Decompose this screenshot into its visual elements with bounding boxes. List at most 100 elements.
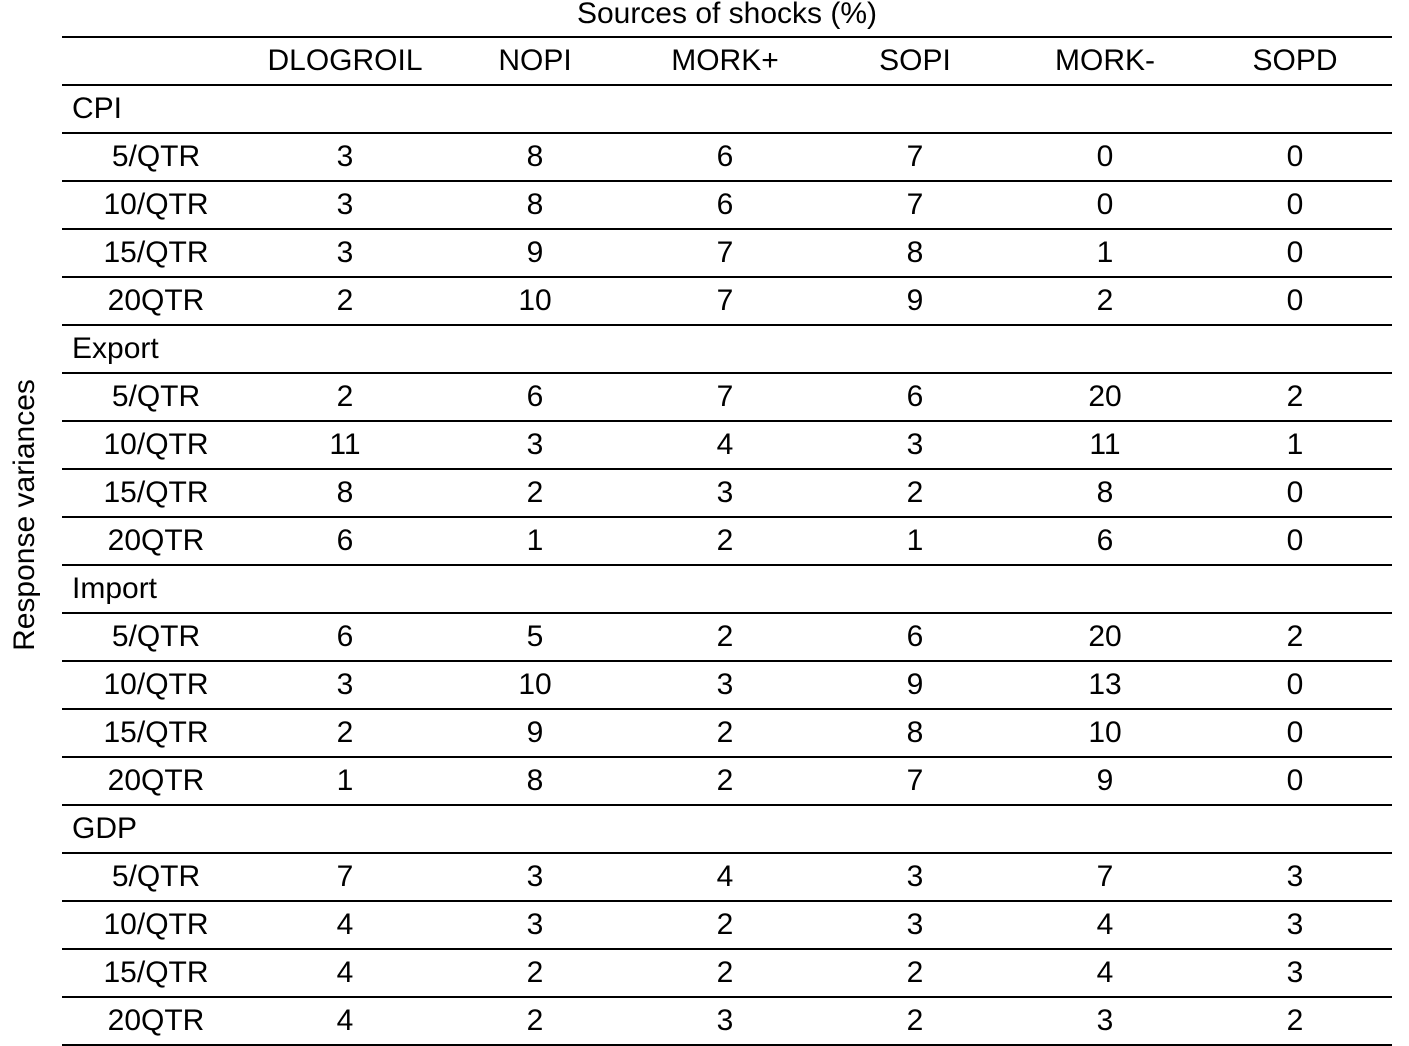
value-cell: 0: [1286, 236, 1304, 269]
value-cell: 3: [526, 428, 544, 461]
table-row: 10/QTR 3 10 3 9 13 0: [62, 662, 1392, 710]
value-cell: 13: [1088, 668, 1122, 701]
horizon-label: 20QTR: [107, 764, 205, 797]
value-cell: 6: [716, 188, 734, 221]
value-cell: 3: [336, 140, 354, 173]
value-cell: 0: [1286, 716, 1304, 749]
value-cell: 3: [336, 236, 354, 269]
value-cell: 2: [1286, 620, 1304, 653]
value-cell: 6: [906, 380, 924, 413]
variance-decomposition-table: DLOGROIL NOPI MORK+ SOPI MORK- SOPD CPI 5/QTR 3 8…: [62, 36, 1392, 1046]
horizon-label: 15/QTR: [103, 956, 209, 989]
value-cell: 7: [716, 236, 734, 269]
column-header: MORK-: [1055, 44, 1155, 77]
value-cell: 2: [906, 956, 924, 989]
value-cell: 3: [336, 668, 354, 701]
value-cell: 8: [526, 764, 544, 797]
value-cell: 1: [526, 524, 544, 557]
value-cell: 2: [1096, 284, 1114, 317]
value-cell: 6: [716, 140, 734, 173]
table-row: 15/QTR 4 2 2 2 4 3: [62, 950, 1392, 998]
horizon-label: 15/QTR: [103, 236, 209, 269]
table-row: 20QTR 1 8 2 7 9 0: [62, 758, 1392, 806]
value-cell: 8: [336, 476, 354, 509]
value-cell: 1: [1096, 236, 1114, 269]
value-cell: 4: [1096, 908, 1114, 941]
value-cell: 7: [906, 140, 924, 173]
value-cell: 9: [906, 668, 924, 701]
horizon-label: 10/QTR: [103, 428, 209, 461]
value-cell: 2: [526, 956, 544, 989]
value-cell: 2: [716, 764, 734, 797]
group-label: Import: [72, 572, 158, 605]
value-cell: 10: [1088, 716, 1122, 749]
table-row: 20QTR 4 2 3 2 3 2: [62, 998, 1392, 1046]
horizon-label: 20QTR: [107, 284, 205, 317]
value-cell: 3: [1096, 1004, 1114, 1037]
value-cell: 2: [1286, 380, 1304, 413]
value-cell: 1: [1286, 428, 1304, 461]
value-cell: 2: [336, 716, 354, 749]
value-cell: 4: [1096, 956, 1114, 989]
column-header: DLOGROIL: [267, 44, 423, 77]
group-row: CPI: [62, 86, 1392, 134]
column-header: NOPI: [498, 44, 572, 77]
value-cell: 2: [716, 956, 734, 989]
value-cell: 20: [1088, 380, 1122, 413]
value-cell: 3: [526, 908, 544, 941]
value-cell: 2: [716, 716, 734, 749]
horizon-label: 5/QTR: [111, 380, 201, 413]
value-cell: 3: [336, 188, 354, 221]
value-cell: 11: [1089, 428, 1121, 461]
value-cell: 2: [526, 1004, 544, 1037]
value-cell: 3: [716, 476, 734, 509]
value-cell: 9: [526, 236, 544, 269]
value-cell: 8: [1096, 476, 1114, 509]
value-cell: 4: [336, 956, 354, 989]
value-cell: 0: [1096, 188, 1114, 221]
table-row: 20QTR 6 1 2 1 6 0: [62, 518, 1392, 566]
table-row: 10/QTR 4 3 2 3 4 3: [62, 902, 1392, 950]
value-cell: 4: [336, 1004, 354, 1037]
value-cell: 5: [526, 620, 544, 653]
value-cell: 2: [336, 380, 354, 413]
group-label: Export: [72, 332, 159, 365]
value-cell: 4: [716, 860, 734, 893]
table-row: 15/QTR 2 9 2 8 10 0: [62, 710, 1392, 758]
value-cell: 4: [336, 908, 354, 941]
column-header: SOPD: [1252, 44, 1338, 77]
horizon-label: 10/QTR: [103, 188, 209, 221]
value-cell: 2: [716, 620, 734, 653]
table-row: 10/QTR 11 3 4 3 11 1: [62, 422, 1392, 470]
value-cell: 1: [906, 524, 924, 557]
value-cell: 4: [716, 428, 734, 461]
table-title: Sources of shocks (%): [576, 0, 878, 30]
value-cell: 8: [526, 188, 544, 221]
value-cell: 20: [1088, 620, 1122, 653]
value-cell: 6: [526, 380, 544, 413]
value-cell: 2: [716, 524, 734, 557]
value-cell: 0: [1096, 140, 1114, 173]
table-row: 20QTR 2 10 7 9 2 0: [62, 278, 1392, 326]
value-cell: 9: [1096, 764, 1114, 797]
value-cell: 9: [906, 284, 924, 317]
value-cell: 0: [1286, 764, 1304, 797]
value-cell: 2: [906, 1004, 924, 1037]
value-cell: 0: [1286, 188, 1304, 221]
value-cell: 7: [1096, 860, 1114, 893]
value-cell: 3: [1286, 908, 1304, 941]
value-cell: 2: [336, 284, 354, 317]
horizon-label: 10/QTR: [103, 908, 209, 941]
value-cell: 7: [716, 284, 734, 317]
group-row: Export: [62, 326, 1392, 374]
table-row: 5/QTR 3 8 6 7 0 0: [62, 134, 1392, 182]
horizon-label: 10/QTR: [103, 668, 209, 701]
value-cell: 0: [1286, 140, 1304, 173]
value-cell: 3: [716, 1004, 734, 1037]
value-cell: 0: [1286, 668, 1304, 701]
value-cell: 11: [329, 428, 361, 461]
value-cell: 2: [906, 476, 924, 509]
value-cell: 0: [1286, 524, 1304, 557]
table-row: 15/QTR 3 9 7 8 1 0: [62, 230, 1392, 278]
value-cell: 0: [1286, 476, 1304, 509]
